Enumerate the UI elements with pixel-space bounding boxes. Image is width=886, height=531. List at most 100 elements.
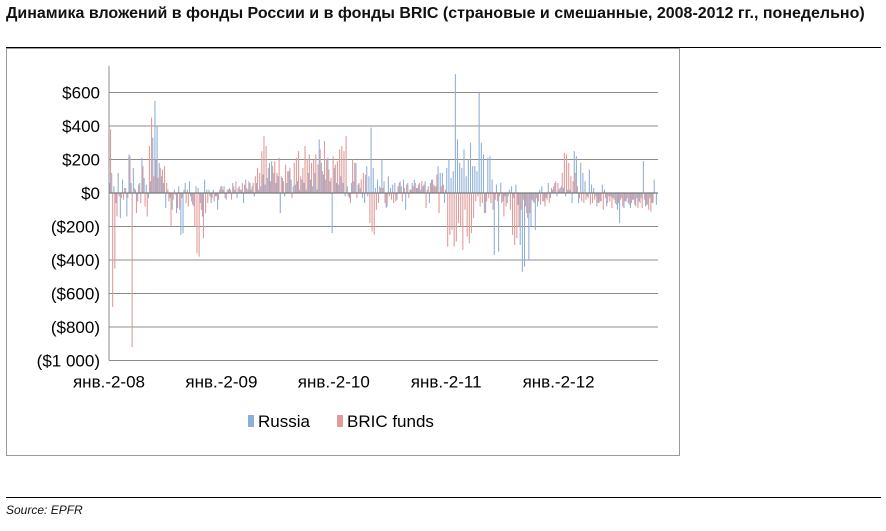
bar-russia [422, 186, 424, 193]
bar-russia [182, 193, 184, 234]
bar-bric [289, 167, 291, 194]
bar-russia [476, 171, 478, 193]
bar-bric [231, 193, 233, 200]
bar-bric [408, 193, 410, 199]
bar-bric [540, 193, 542, 205]
bar-russia [303, 182, 305, 193]
bar-bric [222, 189, 224, 193]
bar-bric [278, 157, 280, 193]
bar-russia [178, 186, 180, 193]
bar-bric [570, 176, 572, 193]
bar-russia [370, 127, 372, 193]
bar-bric [494, 193, 496, 200]
bar-russia [320, 162, 322, 193]
bar-russia [310, 179, 312, 193]
bar-russia [418, 184, 420, 194]
bar-russia [625, 193, 627, 202]
bar-bric [416, 187, 418, 193]
bar-russia [608, 193, 610, 197]
bar-bric [425, 193, 427, 209]
bar-bric [159, 167, 161, 194]
bar-bric [200, 193, 202, 210]
bar-russia [374, 187, 376, 193]
bar-russia [482, 154, 485, 193]
bar-bric [263, 136, 265, 193]
bar-bric [365, 174, 367, 193]
bar-bric [295, 157, 297, 193]
bar-bric [181, 193, 183, 199]
bar-bric [285, 164, 287, 193]
bar-russia [407, 182, 409, 193]
bar-bric [596, 193, 598, 207]
bar-russia [554, 182, 556, 193]
bar-bric [646, 193, 648, 205]
bar-russia [292, 186, 294, 193]
bar-bric [393, 193, 395, 204]
bottom-divider [6, 497, 881, 498]
bar-bric [477, 193, 479, 197]
bar-bric [444, 189, 447, 193]
bar-bric [148, 146, 150, 193]
bar-bric [604, 193, 607, 199]
bar-bric [330, 177, 332, 193]
y-tick-label: ($1 000) [37, 352, 100, 371]
bar-bric [356, 193, 358, 199]
bar-russia [623, 193, 625, 209]
bar-russia [597, 193, 599, 204]
bar-russia [601, 184, 603, 194]
bar-russia [448, 159, 450, 193]
bar-bric [609, 193, 611, 202]
bar-bric [641, 193, 643, 209]
bar-bric [133, 187, 135, 193]
bar-bric [563, 152, 565, 193]
bar-russia [627, 193, 629, 204]
bar-bric [628, 193, 630, 205]
bar-russia [459, 162, 461, 193]
bar-russia [588, 169, 590, 193]
bar-russia [612, 193, 614, 199]
bar-russia [318, 139, 320, 193]
bar-russia [562, 187, 564, 193]
bar-russia [141, 157, 143, 193]
bar-bric [287, 171, 289, 193]
bar-russia [532, 193, 534, 202]
bar-russia [573, 151, 575, 194]
bar-russia [420, 189, 422, 193]
bar-bric [192, 193, 194, 205]
bar-russia [543, 193, 545, 202]
bar-russia [117, 172, 119, 193]
bar-bric [643, 193, 645, 200]
bar-russia [405, 193, 407, 210]
bar-russia [541, 186, 543, 193]
bar-bric [492, 193, 494, 210]
bar-bric [531, 193, 533, 200]
bar-russia [632, 193, 634, 200]
bar-russia [642, 161, 644, 193]
bar-russia [437, 166, 439, 193]
bar-bric [116, 193, 118, 217]
bar-bric [611, 193, 613, 209]
bar-russia [463, 149, 465, 193]
bar-russia [584, 181, 586, 193]
bar-bric [194, 193, 196, 227]
bar-russia [487, 157, 489, 193]
bar-russia [549, 193, 552, 199]
bar-bric [460, 193, 462, 227]
bar-russia [402, 179, 405, 193]
bar-russia [137, 193, 139, 202]
bar-bric [438, 193, 440, 214]
bar-russia [629, 193, 631, 209]
bar-bric [470, 193, 473, 234]
bar-russia [210, 193, 212, 204]
bar-russia [223, 186, 225, 193]
bar-russia [435, 186, 437, 193]
bar-bric [114, 193, 116, 269]
bar-russia [565, 193, 567, 197]
bar-bric [127, 193, 129, 199]
bar-bric [315, 154, 317, 193]
bar-bric [598, 193, 600, 204]
bar-bric [410, 189, 412, 193]
bar-bric [475, 193, 477, 202]
bar-bric [574, 172, 576, 193]
bar-russia [385, 193, 387, 209]
